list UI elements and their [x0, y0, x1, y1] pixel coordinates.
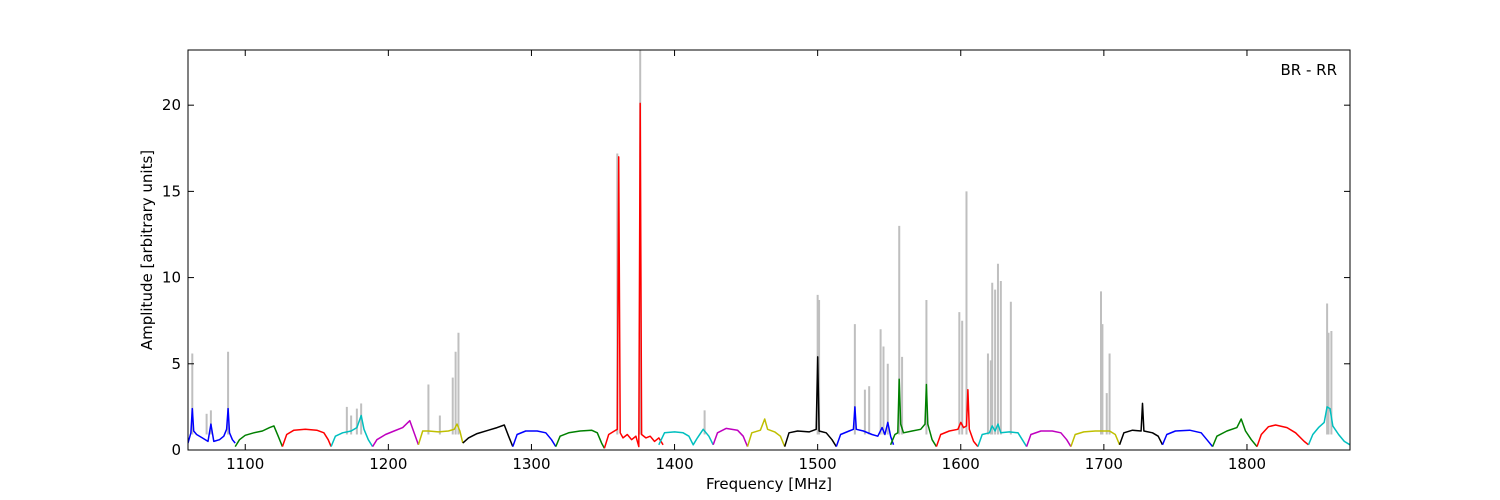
series-line-11 [712, 427, 749, 447]
series-line-3 [330, 414, 374, 447]
plot-frame [187, 49, 1351, 451]
series-line-19 [1070, 430, 1121, 447]
x-tick-label-1200: 1200 [369, 455, 407, 473]
x-tick-label-1800: 1800 [1228, 455, 1266, 473]
series-line-23 [1256, 424, 1309, 447]
series-line-6 [462, 424, 514, 447]
series-line-4 [371, 419, 420, 447]
series-line-21 [1161, 429, 1214, 448]
y-tick-label-20: 20 [162, 96, 181, 114]
y-tick-label-0: 0 [171, 441, 181, 459]
x-axis: 1100 1200 1300 1400 1500 1600 1700 1800 [226, 50, 1266, 473]
y-tick-label-10: 10 [162, 269, 181, 287]
series-line-12 [746, 418, 786, 447]
x-tick-label-1100: 1100 [226, 455, 264, 473]
series-line-17 [977, 423, 1028, 447]
series-line-0 [188, 407, 236, 444]
y-axis-label: Amplitude [arbitrary units] [138, 150, 156, 350]
y-axis: 0 5 10 15 20 [162, 96, 1350, 459]
series-line-20 [1118, 402, 1164, 446]
series-line-14 [835, 406, 895, 447]
series-line-22 [1211, 418, 1258, 448]
series-line-7 [512, 430, 557, 447]
x-tick-label-1400: 1400 [655, 455, 693, 473]
y-tick-label-5: 5 [171, 355, 181, 373]
series-line-8 [555, 429, 606, 449]
series-line-16 [935, 388, 979, 448]
panel-annotation: BR - RR [1280, 61, 1337, 79]
series-line-10 [658, 428, 714, 446]
x-axis-label: Frequency [MHz] [706, 475, 832, 493]
series-line-2 [281, 428, 332, 447]
series-line-9 [603, 102, 664, 449]
series-group [188, 102, 1350, 449]
series-line-5 [417, 423, 464, 446]
series-line-18 [1025, 430, 1072, 447]
series-line-13 [783, 356, 837, 447]
x-tick-label-1500: 1500 [799, 455, 837, 473]
series-line-24 [1307, 406, 1350, 446]
x-tick-label-1300: 1300 [512, 455, 550, 473]
raw-background-series [191, 50, 1333, 435]
x-tick-label-1600: 1600 [942, 455, 980, 473]
series-line-15 [889, 378, 938, 447]
series-line-1 [234, 425, 284, 447]
y-tick-label-15: 15 [162, 182, 181, 200]
x-tick-label-1700: 1700 [1085, 455, 1123, 473]
